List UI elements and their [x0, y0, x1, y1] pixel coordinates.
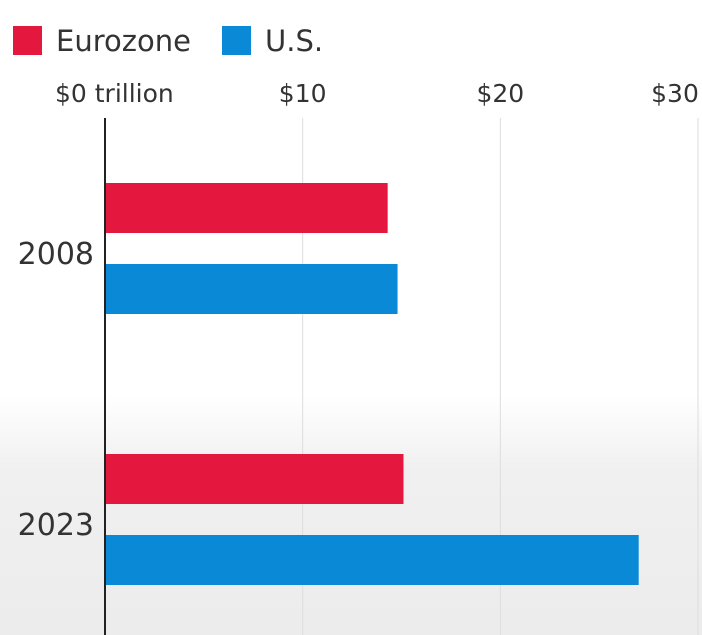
legend-swatch-eurozone	[13, 26, 42, 55]
bar-us-2023	[106, 535, 639, 585]
bars	[106, 183, 639, 585]
x-tick-label-30: $30	[651, 79, 699, 108]
x-tick-label-20: $20	[476, 79, 524, 108]
x-tick-label-10: $10	[279, 79, 327, 108]
x-axis-ticks: $0 trillion $10 $20 $30	[55, 79, 699, 108]
legend-swatch-us	[222, 26, 251, 55]
category-labels: 2008 2023	[18, 237, 94, 543]
bar-us-2008	[106, 264, 398, 314]
x-tick-label-0: $0 trillion	[55, 79, 174, 108]
legend: Eurozone U.S.	[13, 24, 323, 58]
bar-eurozone-2023	[106, 454, 404, 504]
category-label-2023: 2023	[18, 508, 94, 543]
bar-eurozone-2008	[106, 183, 388, 233]
category-label-2008: 2008	[18, 237, 94, 272]
legend-label-eurozone: Eurozone	[56, 24, 191, 58]
legend-label-us: U.S.	[265, 24, 323, 58]
